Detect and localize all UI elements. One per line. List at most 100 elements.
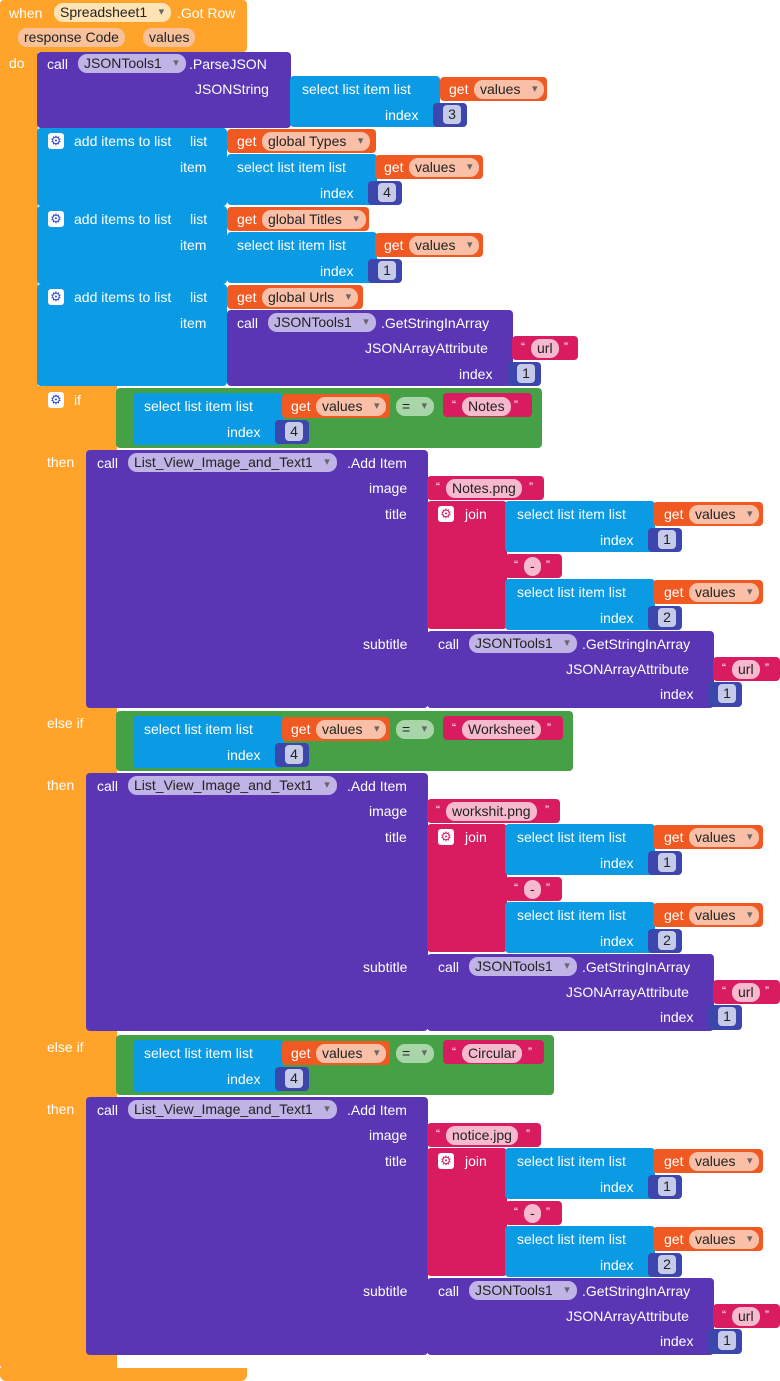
join-select-2-block[interactable]: [505, 579, 655, 630]
index-value[interactable]: 1: [658, 1177, 676, 1196]
join-select-1-block[interactable]: [505, 1148, 655, 1199]
image-text-value[interactable]: notice.jpg: [446, 1126, 518, 1145]
cond-index-value[interactable]: 4: [285, 1069, 303, 1088]
index-value[interactable]: 1: [517, 364, 535, 383]
select-label: select list item list: [517, 829, 626, 845]
join-mutator-gear-icon[interactable]: ⚙: [438, 829, 454, 845]
values-dropdown[interactable]: values: [689, 1152, 760, 1171]
select-label: select list item list: [237, 237, 346, 253]
url-text-value[interactable]: url: [732, 1307, 760, 1326]
list-view-component-dropdown[interactable]: List_View_Image_and_Text1: [128, 453, 337, 472]
add-items-block-titles[interactable]: [37, 206, 227, 284]
parse-component-dropdown[interactable]: JSONTools1: [78, 54, 186, 73]
jsontools-dropdown[interactable]: JSONTools1: [469, 1281, 577, 1300]
quote-open: “: [722, 1308, 726, 1322]
index-value[interactable]: 1: [718, 1331, 736, 1350]
cond-values-dropdown[interactable]: values: [316, 397, 387, 416]
image-text-value[interactable]: Notes.png: [446, 479, 522, 498]
method-label: .GetStringInArray: [381, 315, 490, 331]
values-dropdown[interactable]: values: [689, 1230, 760, 1249]
list-view-component-dropdown[interactable]: List_View_Image_and_Text1: [128, 1100, 337, 1119]
if-mutator-gear-icon[interactable]: ⚙: [48, 392, 64, 408]
event-component-dropdown[interactable]: Spreadsheet1: [54, 3, 172, 22]
separator-text-value[interactable]: -: [524, 880, 541, 899]
index-value[interactable]: 4: [378, 183, 396, 202]
parse-select-list-item-block[interactable]: [290, 76, 440, 127]
values-dropdown[interactable]: values: [409, 236, 480, 255]
quote-open: “: [722, 984, 726, 998]
join-select-1-block[interactable]: [505, 501, 655, 552]
compare-operator-dropdown[interactable]: =: [396, 720, 435, 739]
mutator-gear-icon[interactable]: ⚙: [48, 133, 64, 149]
parse-var-dropdown[interactable]: values: [474, 80, 545, 99]
index-label: index: [320, 185, 354, 201]
cond-index-value[interactable]: 4: [285, 745, 303, 764]
add-items-block-urls[interactable]: [37, 284, 227, 386]
index-value[interactable]: 2: [658, 931, 676, 950]
compare-operator-dropdown[interactable]: =: [396, 1044, 435, 1063]
call-label: call: [438, 1283, 460, 1299]
select-list-item-block[interactable]: [227, 154, 377, 205]
global-types-dropdown[interactable]: global Types: [262, 132, 371, 151]
values-dropdown[interactable]: values: [409, 158, 480, 177]
index-value[interactable]: 2: [658, 608, 676, 627]
cond-text-value[interactable]: Notes: [462, 397, 511, 416]
select-label: select list item list: [517, 1231, 626, 1247]
index-label: index: [600, 610, 634, 626]
index-label: index: [660, 1333, 694, 1349]
index-value[interactable]: 1: [658, 530, 676, 549]
join-select-1-block[interactable]: [505, 824, 655, 875]
index-value[interactable]: 2: [658, 1255, 676, 1274]
cond-select-list-item-block[interactable]: [133, 716, 283, 768]
join-mutator-gear-icon[interactable]: ⚙: [438, 1153, 454, 1169]
cond-select-list-item-block[interactable]: [133, 393, 283, 445]
join-select-2-block[interactable]: [505, 1226, 655, 1277]
mutator-gear-icon[interactable]: ⚙: [48, 211, 64, 227]
values-dropdown[interactable]: values: [689, 828, 760, 847]
mutator-gear-icon[interactable]: ⚙: [48, 289, 64, 305]
values-dropdown[interactable]: values: [689, 505, 760, 524]
compare-operator-dropdown[interactable]: =: [396, 397, 435, 416]
cond-index-value[interactable]: 4: [285, 422, 303, 441]
join-label: join: [465, 1153, 487, 1169]
list-view-component-dropdown[interactable]: List_View_Image_and_Text1: [128, 776, 337, 795]
join-block[interactable]: [427, 501, 507, 629]
cond-values-dropdown[interactable]: values: [316, 1044, 387, 1063]
join-block[interactable]: [427, 1148, 507, 1276]
join-block[interactable]: [427, 824, 507, 952]
cond-text-value[interactable]: Worksheet: [462, 720, 541, 739]
url-text-value[interactable]: url: [732, 983, 760, 1002]
jsontools-dropdown[interactable]: JSONTools1: [268, 313, 376, 332]
get-label: get: [664, 584, 684, 600]
add-item-call-block[interactable]: [86, 450, 428, 708]
global-urls-dropdown[interactable]: global Urls: [262, 288, 359, 307]
title-label: title: [385, 829, 407, 845]
add-items-block-types[interactable]: [37, 128, 227, 206]
jsontools-dropdown[interactable]: JSONTools1: [469, 957, 577, 976]
index-value[interactable]: 1: [718, 1007, 736, 1026]
index-value[interactable]: 1: [658, 853, 676, 872]
parse-index-value[interactable]: 3: [443, 105, 461, 124]
cond-text-value[interactable]: Circular: [462, 1044, 523, 1063]
index-label: index: [320, 263, 354, 279]
cond-select-list-item-block[interactable]: [133, 1040, 283, 1092]
image-text-value[interactable]: workshit.png: [446, 802, 537, 821]
add-item-call-block[interactable]: [86, 1097, 428, 1355]
add-item-call-block[interactable]: [86, 773, 428, 1031]
param-values[interactable]: values: [143, 28, 196, 47]
values-dropdown[interactable]: values: [689, 583, 760, 602]
separator-text-value[interactable]: -: [524, 557, 541, 576]
jsontools-dropdown[interactable]: JSONTools1: [469, 634, 577, 653]
select-list-item-block[interactable]: [227, 232, 377, 283]
url-text-value[interactable]: url: [732, 660, 760, 679]
param-response-code[interactable]: response Code: [18, 28, 125, 47]
index-value[interactable]: 1: [378, 261, 396, 280]
join-select-2-block[interactable]: [505, 902, 655, 953]
values-dropdown[interactable]: values: [689, 906, 760, 925]
index-value[interactable]: 1: [718, 684, 736, 703]
separator-text-value[interactable]: -: [524, 1204, 541, 1223]
join-mutator-gear-icon[interactable]: ⚙: [438, 506, 454, 522]
global-titles-dropdown[interactable]: global Titles: [262, 210, 366, 229]
url-text-value[interactable]: url: [531, 339, 559, 358]
cond-values-dropdown[interactable]: values: [316, 720, 387, 739]
